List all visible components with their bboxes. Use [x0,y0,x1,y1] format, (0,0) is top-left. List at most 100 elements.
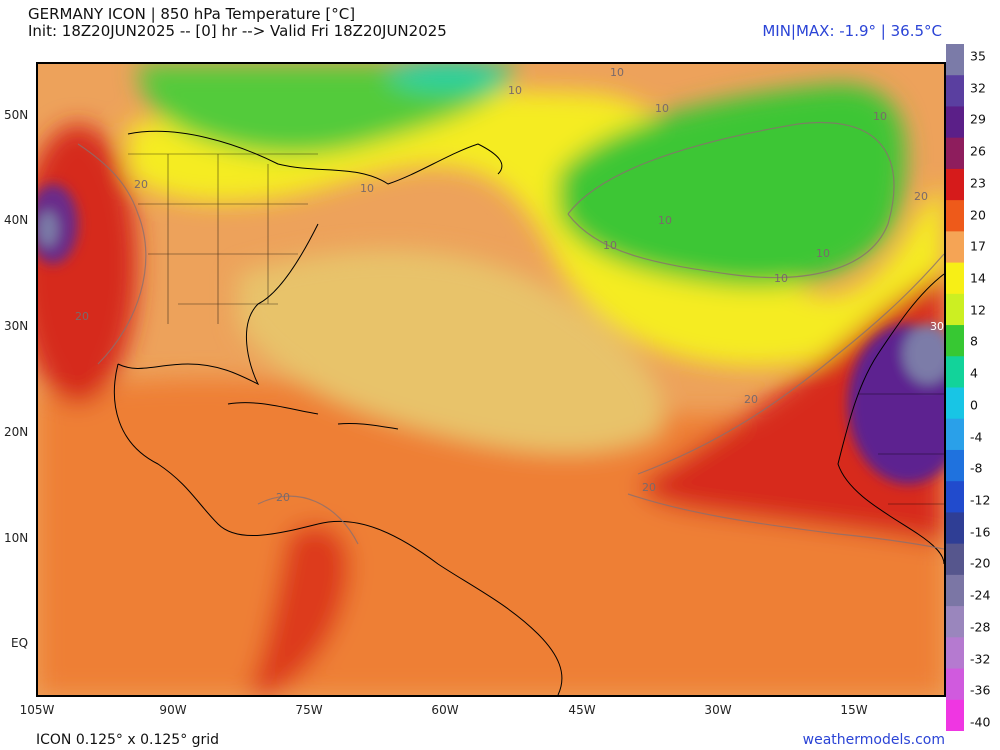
colorbar-label: 35 [970,48,986,64]
lat-label: 50N [4,108,29,122]
contour-label: 30 [930,320,944,333]
contour-20-africa [637,253,944,475]
lon-label: 105W [19,703,55,717]
lat-label: 20N [4,425,29,439]
colorbar-swatch [946,106,964,139]
colorbar-label: 14 [970,270,986,286]
colorbar-label: -12 [970,492,991,508]
coastline-africa [837,273,944,565]
colorbar-label: 0 [970,397,978,413]
colorbar-label: -40 [970,714,991,730]
contour-label: 10 [610,66,624,79]
lon-label: 90W [159,703,187,717]
lat-label: 40N [4,213,29,227]
us-state-borders [128,153,318,324]
contour-label: 10 [873,110,887,123]
colorbar-label: 26 [970,143,986,159]
subtropical-ridge [238,250,664,453]
coastline-central-america [113,363,319,536]
colorbar-swatch [946,356,964,389]
contour-label: 20 [642,481,656,494]
colorbar-swatch [946,325,964,357]
temperature-map: 10 10 10 10 10 10 10 10 10 20 20 20 20 2… [36,62,946,697]
lat-label: 10N [4,531,29,545]
contour-label: 10 [655,102,669,115]
political-borders [128,153,944,505]
cyan-patch [388,64,508,92]
colorbar-swatch [946,75,964,108]
colorbar-label: -36 [970,682,991,698]
min-max-readout: MIN|MAX: -1.9° | 36.5°C [762,22,942,40]
coastline-us-east-gulf [117,223,319,386]
contour-label: 20 [276,491,290,504]
extreme-core-africa [903,324,944,384]
contour-label: 20 [914,190,928,203]
colorbar-swatch [946,137,964,170]
colorbar-swatch [946,168,964,201]
colorbar-label: 17 [970,238,986,254]
colorbar-swatch [946,44,964,76]
colorbar-swatch [946,293,964,326]
colorbar-label: -24 [970,587,991,603]
colorbar-label: -32 [970,651,991,667]
contour-20-west [77,143,147,365]
colorbar-swatch [946,418,964,451]
coastline-caribbean-islands [227,402,399,430]
colorbar-swatch [946,606,964,638]
colorbar-swatch [946,512,964,545]
chart-subtitle: Init: 18Z20JUN2025 -- [0] hr --> Valid F… [28,22,447,40]
colorbar-swatch [946,699,964,731]
map-canvas: 10 10 10 10 10 10 10 10 10 20 20 20 20 2… [38,64,944,695]
contour-20-central-america [257,495,359,545]
colorbar-label: -4 [970,429,983,445]
contour-10-atlantic [567,122,895,279]
contour-label: 10 [816,247,830,260]
colorbar-label: -28 [970,619,991,635]
colorbar-label: 20 [970,207,986,223]
contour-label: 20 [134,178,148,191]
contour-labels: 10 10 10 10 10 10 10 10 10 20 20 20 20 2… [75,66,944,504]
colorbar-label: -20 [970,555,991,571]
contour-20-africa-south [627,493,944,550]
contour-label: 10 [603,239,617,252]
hot-region-andes [248,524,350,695]
contour-label: 10 [774,272,788,285]
colorbar-label: 12 [970,302,986,318]
colorbar-label: 8 [970,333,978,349]
contour-lines [77,122,944,550]
colorbar-label: 32 [970,80,986,96]
colorbar-swatch [946,574,964,607]
lon-label: 75W [295,703,323,717]
lon-label: 30W [704,703,732,717]
lat-label: 30N [4,319,29,333]
hot-region-africa [638,264,944,544]
colorbar-label: 29 [970,111,986,127]
colorbar-label: -8 [970,460,983,476]
lon-label: 45W [568,703,596,717]
colorbar-swatch [946,668,964,701]
lon-label: 60W [431,703,459,717]
colorbar-swatch [946,481,964,514]
coastline-north-america [127,130,503,185]
extreme-core-west [38,211,58,247]
colorbar-swatch [946,543,964,576]
contour-label: 10 [508,84,522,97]
colorbar-label: 23 [970,175,986,191]
colorbar-label: 4 [970,365,978,381]
contour-label: 20 [744,393,758,406]
contour-label: 10 [658,214,672,227]
colorbar-swatch [946,387,964,420]
yellow-band [128,91,944,367]
colorbar-swatch [946,262,964,295]
coastline-south-america [317,520,563,695]
cold-pool-atlantic [558,84,906,287]
lat-label: EQ [11,636,29,650]
contour-label: 20 [75,310,89,323]
chart-title: GERMANY ICON | 850 hPa Temperature [°C] [28,5,356,23]
colorbar-label: -16 [970,524,991,540]
colorbar-swatch [946,200,964,232]
coastlines [113,130,944,695]
colorbar-swatch [946,231,964,264]
colorbar-swatch [946,449,964,482]
africa-borders [858,393,944,505]
